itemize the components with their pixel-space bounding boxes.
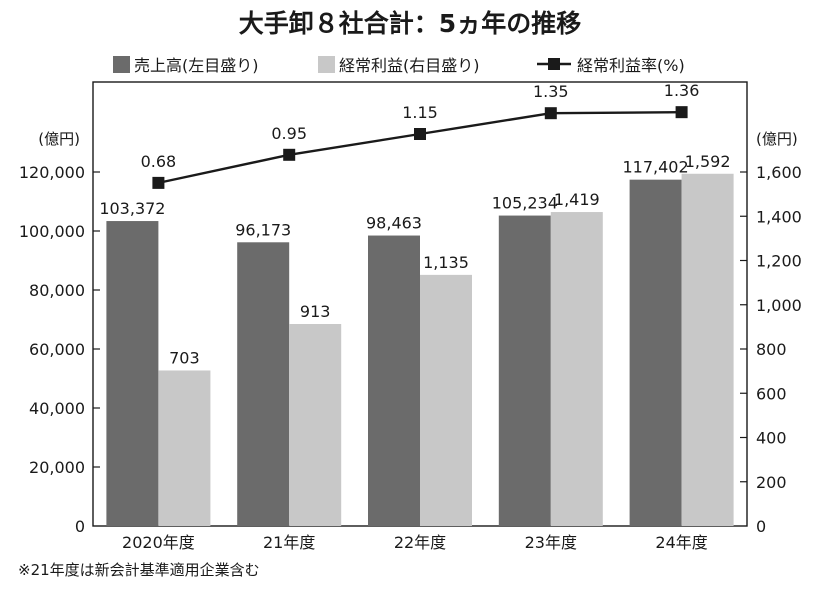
legend-swatch-profit bbox=[318, 56, 335, 73]
ratio-point bbox=[544, 107, 557, 120]
footnote: ※21年度は新会計基準適用企業含む bbox=[18, 561, 260, 579]
bar-profit bbox=[289, 323, 342, 526]
bar-value-label: 96,173 bbox=[235, 220, 291, 239]
bar-sales bbox=[498, 215, 551, 526]
right-axis-tick-label: 1,200 bbox=[756, 252, 802, 271]
ratio-value-label: 1.35 bbox=[533, 82, 569, 101]
ratio-value-label: 0.68 bbox=[141, 152, 177, 171]
ratio-value-label: 0.95 bbox=[271, 124, 307, 143]
bar-value-label: 105,234 bbox=[492, 194, 558, 213]
chart-title: 大手卸８社合計：5ヵ年の推移 bbox=[239, 9, 581, 38]
legend-label-ratio: 経常利益率(%) bbox=[577, 56, 685, 75]
bar-value-label: 703 bbox=[169, 348, 200, 367]
legend-label-sales: 売上高(左目盛り) bbox=[134, 56, 259, 75]
left-axis-tick-label: 0 bbox=[75, 517, 85, 536]
legend-marker-ratio bbox=[548, 58, 560, 70]
bar-value-label: 98,463 bbox=[366, 214, 422, 233]
bar-profit bbox=[420, 274, 472, 526]
bar-profit bbox=[158, 370, 211, 526]
x-axis-tick-label: 23年度 bbox=[525, 533, 577, 552]
bar-value-label: 913 bbox=[300, 302, 331, 321]
x-axis-tick-label: 22年度 bbox=[394, 533, 446, 552]
left-axis-tick-label: 100,000 bbox=[19, 222, 85, 241]
bar-sales bbox=[237, 242, 290, 526]
right-axis-tick-label: 800 bbox=[756, 340, 787, 359]
left-axis-tick-label: 120,000 bbox=[19, 163, 85, 182]
left-axis-tick-label: 60,000 bbox=[29, 340, 85, 359]
left-axis-tick-label: 40,000 bbox=[29, 399, 85, 418]
right-axis-unit: (億円) bbox=[756, 130, 798, 148]
bar-sales bbox=[368, 235, 420, 526]
bar-value-label: 103,372 bbox=[99, 199, 165, 218]
ratio-point bbox=[414, 128, 426, 140]
ratio-point bbox=[283, 148, 296, 161]
left-axis-tick-label: 80,000 bbox=[29, 281, 85, 300]
ratio-point bbox=[152, 176, 165, 189]
right-axis-tick-label: 600 bbox=[756, 384, 787, 403]
bar-profit bbox=[550, 212, 603, 526]
x-axis-tick-label: 21年度 bbox=[263, 533, 315, 552]
bar-sales bbox=[106, 221, 159, 526]
bar-sales bbox=[629, 179, 682, 526]
right-axis-tick-label: 1,600 bbox=[756, 163, 802, 182]
bar-value-label: 117,402 bbox=[623, 158, 689, 177]
right-axis-tick-label: 400 bbox=[756, 429, 787, 448]
legend-label-profit: 経常利益(右目盛り) bbox=[339, 56, 480, 75]
bar-profit bbox=[681, 173, 734, 526]
right-axis-tick-label: 200 bbox=[756, 473, 787, 492]
x-axis-tick-label: 2020年度 bbox=[122, 533, 195, 552]
ratio-point bbox=[675, 106, 688, 119]
left-axis-unit: (億円) bbox=[38, 130, 80, 148]
bar-value-label: 1,135 bbox=[423, 253, 469, 272]
legend-swatch-sales bbox=[113, 56, 130, 73]
right-axis-tick-label: 1,000 bbox=[756, 296, 802, 315]
right-axis-tick-label: 1,400 bbox=[756, 207, 802, 226]
left-axis-tick-label: 20,000 bbox=[29, 458, 85, 477]
ratio-value-label: 1.36 bbox=[664, 81, 700, 100]
right-axis-tick-label: 0 bbox=[756, 517, 766, 536]
bar-value-label: 1,592 bbox=[685, 152, 731, 171]
bar-value-label: 1,419 bbox=[554, 190, 600, 209]
ratio-line bbox=[158, 110, 682, 185]
x-axis-tick-label: 24年度 bbox=[655, 533, 707, 552]
ratio-value-label: 1.15 bbox=[402, 103, 438, 122]
